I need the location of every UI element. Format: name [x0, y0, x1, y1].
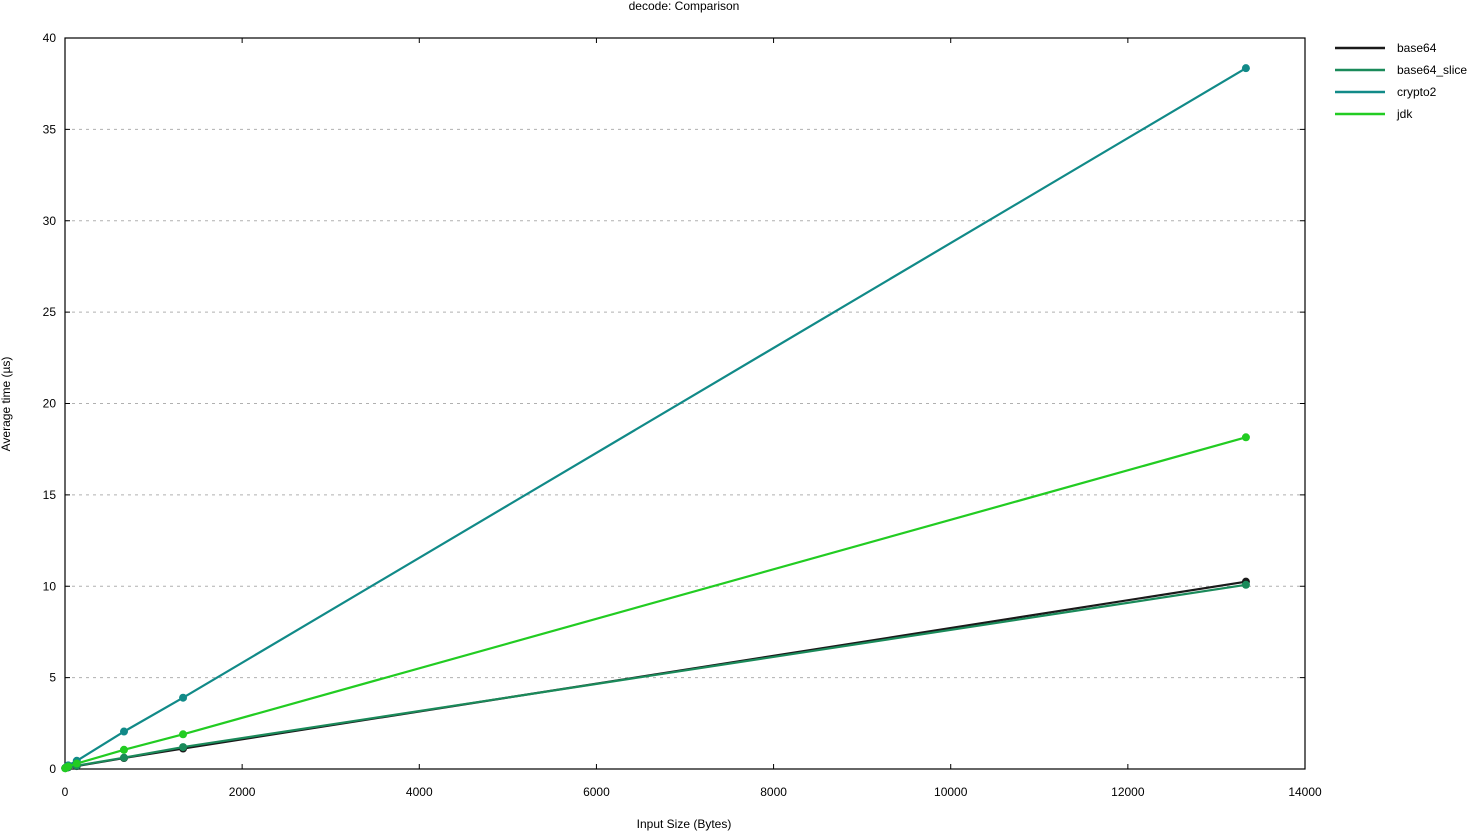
- y-tick-label: 10: [43, 579, 57, 593]
- data-point-base64-slice: [179, 743, 188, 752]
- y-tick-label: 35: [43, 122, 57, 136]
- y-tick-label: 30: [43, 214, 57, 228]
- x-tick-label: 2000: [229, 785, 256, 799]
- data-point-jdk: [119, 745, 128, 754]
- y-axis-ticks: 0 5 10 15 20 25 30 35 40: [43, 31, 1305, 776]
- data-point-jdk: [179, 730, 188, 739]
- x-tick-label: 8000: [760, 785, 787, 799]
- data-point-jdk: [64, 762, 73, 771]
- chart-title: decode: Comparison: [629, 0, 740, 13]
- y-tick-label: 25: [43, 305, 57, 319]
- data-point-jdk: [1241, 433, 1250, 442]
- plot-frame: [64, 37, 1306, 770]
- legend-entry-crypto2: crypto2: [1335, 85, 1437, 99]
- x-tick-label: 0: [62, 785, 69, 799]
- x-tick-label: 12000: [1111, 785, 1145, 799]
- series-jdk: [61, 433, 1250, 773]
- x-axis-ticks: 0 2000 4000 6000 8000 10000 12000 14000: [62, 38, 1322, 799]
- legend-entry-base64-slice: base64_slice: [1335, 63, 1467, 77]
- y-tick-label: 15: [43, 488, 57, 502]
- x-tick-label: 14000: [1288, 785, 1322, 799]
- legend-entry-jdk: jdk: [1335, 107, 1413, 121]
- x-tick-label: 4000: [406, 785, 433, 799]
- legend-label: base64_slice: [1397, 63, 1467, 77]
- legend-entry-base64: base64: [1335, 41, 1437, 55]
- x-axis-label: Input Size (Bytes): [637, 817, 732, 831]
- data-point-jdk: [72, 759, 81, 768]
- legend-label: crypto2: [1397, 85, 1437, 99]
- x-tick-label: 10000: [934, 785, 968, 799]
- legend-label: jdk: [1396, 107, 1413, 121]
- x-tick-label: 6000: [583, 785, 610, 799]
- y-tick-label: 5: [49, 671, 56, 685]
- series-crypto2: [61, 64, 1250, 773]
- legend: base64 base64_slice crypto2 jdk: [1335, 41, 1467, 121]
- data-point-crypto2: [119, 727, 128, 736]
- y-tick-label: 0: [49, 762, 56, 776]
- data-point-base64-slice: [119, 753, 128, 762]
- y-tick-label: 40: [43, 31, 57, 45]
- series-line-crypto2: [64, 67, 1247, 769]
- data-point-crypto2: [179, 693, 188, 702]
- grid-lines: [65, 128, 1305, 679]
- series-layer: [61, 64, 1250, 773]
- y-axis-label: Average time (µs): [0, 357, 13, 452]
- data-point-base64-slice: [1241, 580, 1250, 589]
- series-line-base64-slice: [64, 583, 1247, 770]
- legend-label: base64: [1397, 41, 1437, 55]
- series-line-jdk: [64, 436, 1247, 770]
- y-tick-label: 20: [43, 397, 57, 411]
- data-point-crypto2: [1241, 64, 1250, 73]
